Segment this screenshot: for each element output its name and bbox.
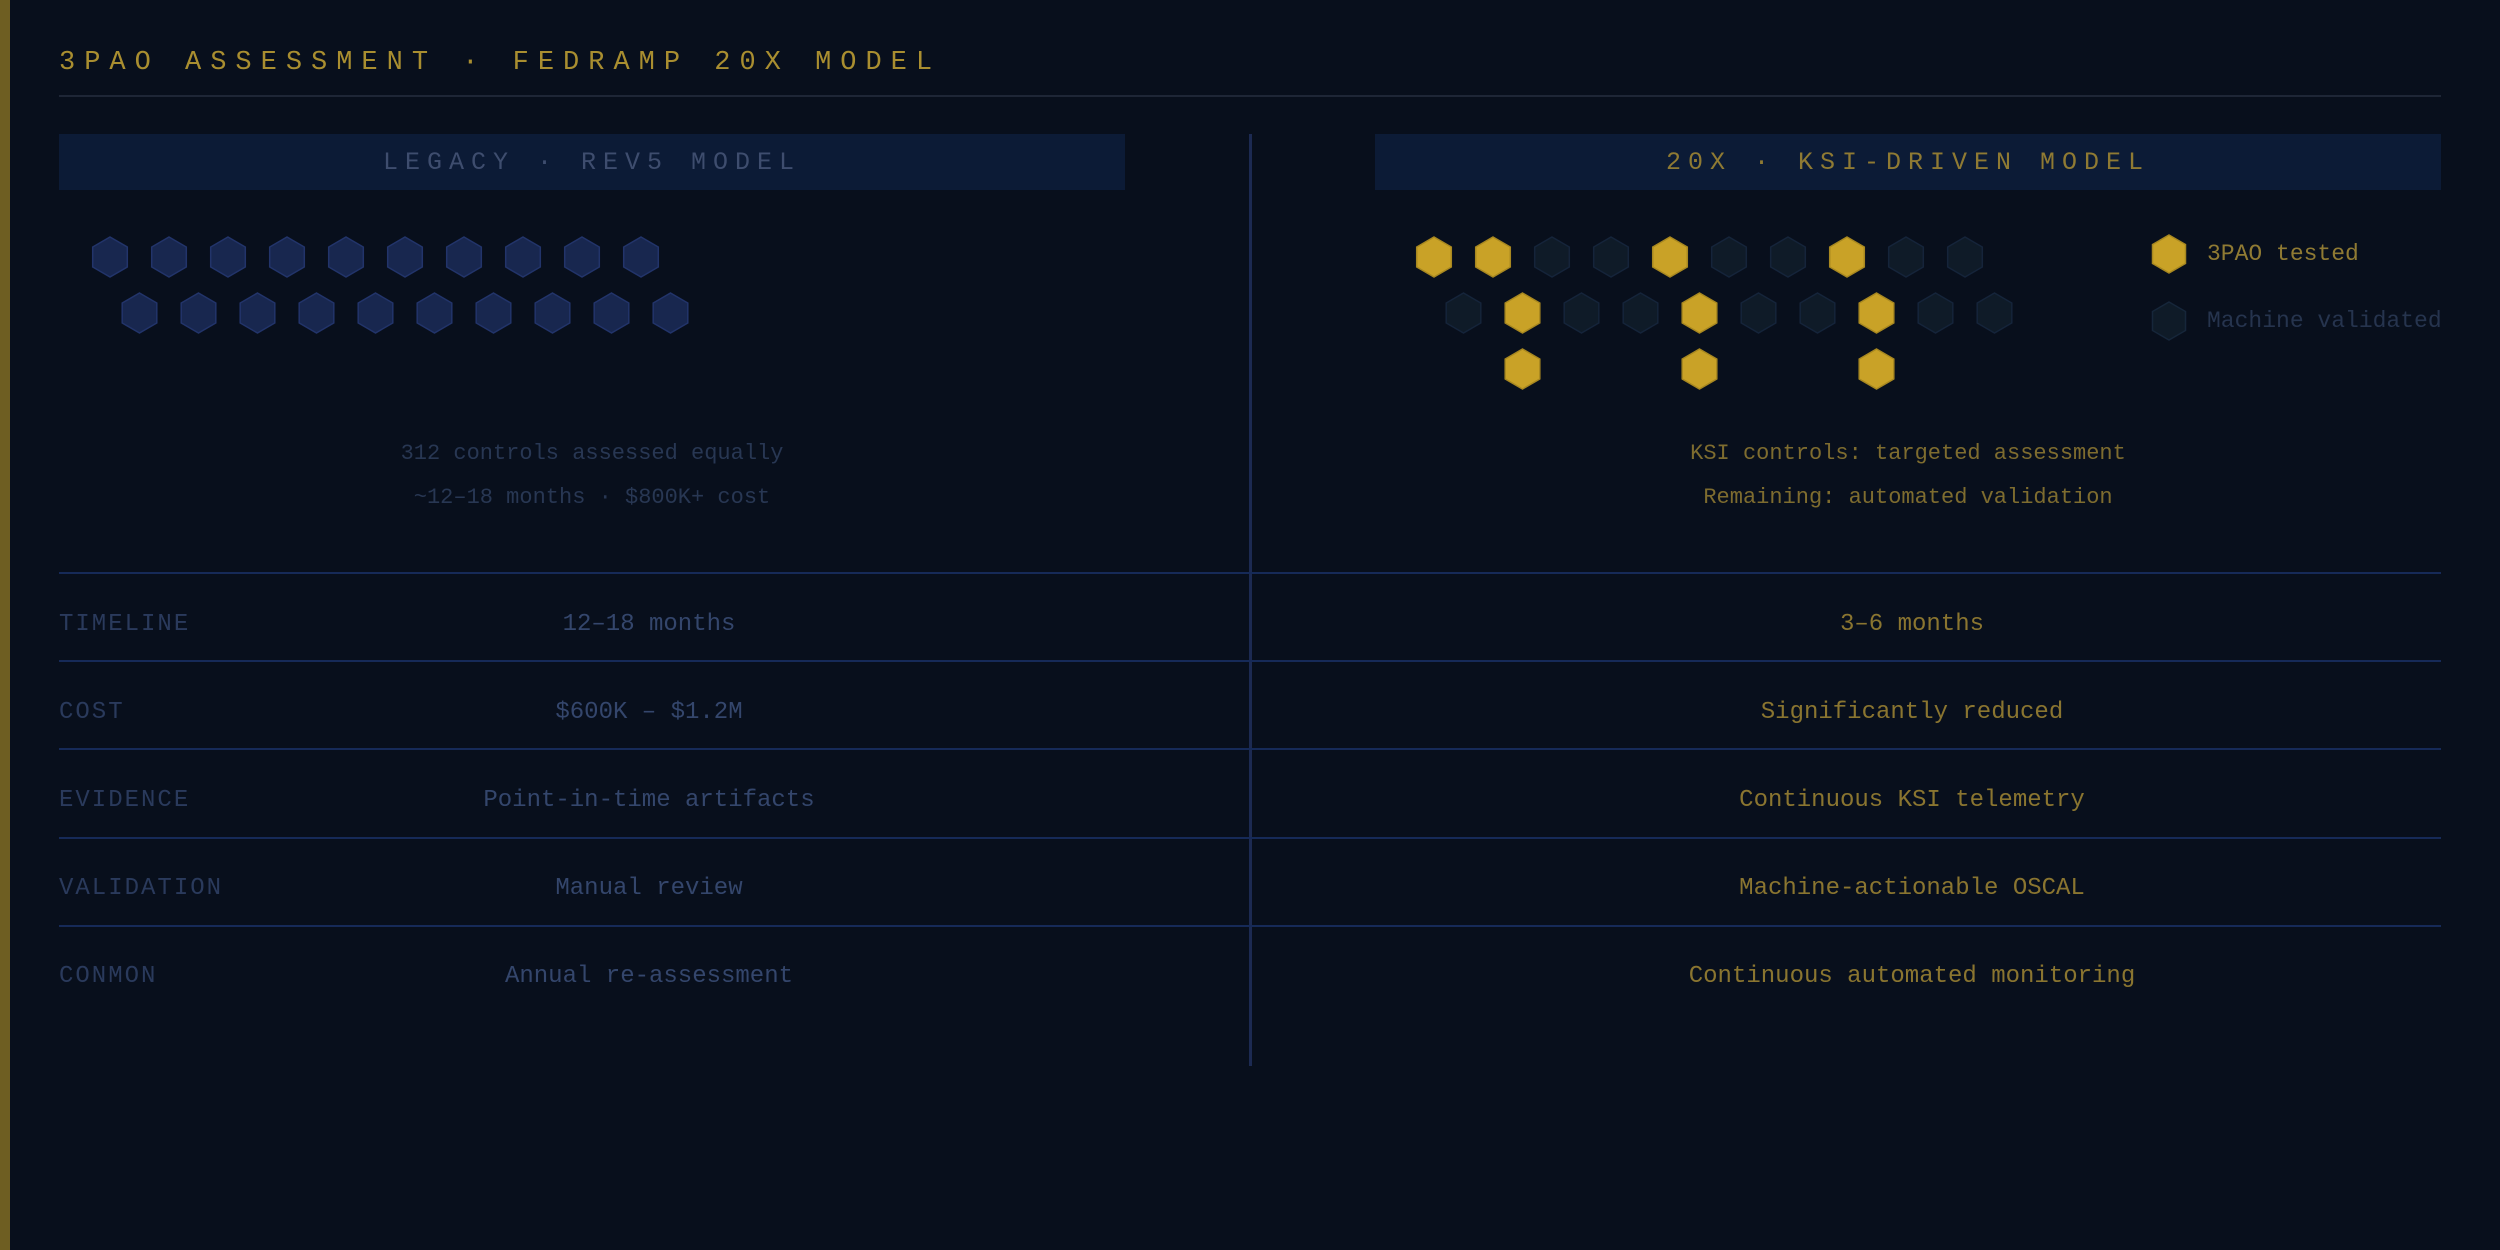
ksi-machine-hex xyxy=(1592,236,1630,278)
comparison-row-conmon: CONMON Annual re-assessment Continuous a… xyxy=(59,934,2441,1020)
legacy-control-hex xyxy=(327,236,365,278)
row-legacy-value: 12–18 months xyxy=(562,611,736,638)
ksi-machine-hex xyxy=(1445,292,1482,334)
row-legacy-value: Point-in-time artifacts xyxy=(483,787,815,814)
legacy-control-hex xyxy=(416,292,453,334)
legacy-control-hex xyxy=(209,236,247,278)
legacy-hex-svg xyxy=(91,236,689,334)
legacy-control-hex xyxy=(475,292,512,334)
legacy-control-hex xyxy=(121,292,158,334)
ksi-machine-hex xyxy=(1769,236,1807,278)
legacy-control-hex xyxy=(268,236,306,278)
ksi-tested-hex xyxy=(1474,236,1512,278)
ksi-machine-hex xyxy=(1710,236,1748,278)
page-title: 3PAO ASSESSMENT · FEDRAMP 20X MODEL xyxy=(59,48,942,78)
ksi-tested-hex xyxy=(1415,236,1453,278)
row-label: EVIDENCE xyxy=(59,787,191,814)
ksi-machine-hex xyxy=(1740,292,1777,334)
ksi-tested-hex xyxy=(1858,348,1895,390)
row-ksi-value: Continuous KSI telemetry xyxy=(1739,787,2085,814)
ksi-machine-hex xyxy=(1563,292,1600,334)
legacy-control-hex xyxy=(298,292,335,334)
title-divider xyxy=(59,95,2441,97)
legacy-caption-controls: 312 controls assessed equally xyxy=(400,441,784,466)
comparison-row-timeline: TIMELINE 12–18 months 3–6 months xyxy=(59,582,2441,668)
row-divider xyxy=(59,660,2441,662)
ksi-tested-hex xyxy=(1858,292,1895,334)
row-divider xyxy=(59,837,2441,839)
legacy-control-hex xyxy=(593,292,630,334)
legacy-control-hex-grid xyxy=(80,230,720,350)
legacy-caption-cost: ~12–18 months · $800K+ cost xyxy=(413,485,771,510)
ksi-tested-hex xyxy=(1681,292,1718,334)
row-label: COST xyxy=(59,699,125,726)
row-label: VALIDATION xyxy=(59,875,224,902)
ksi-panel-header: 20X · KSI-DRIVEN MODEL xyxy=(1375,134,2441,190)
comparison-row-cost: COST $600K – $1.2M Significantly reduced xyxy=(59,670,2441,756)
legend-tested-label: 3PAO tested xyxy=(2207,241,2359,267)
legacy-control-hex xyxy=(91,236,129,278)
ksi-caption-targeted: KSI controls: targeted assessment xyxy=(1690,441,2126,466)
row-label: TIMELINE xyxy=(59,611,191,638)
legend-tested: 3PAO tested xyxy=(2151,233,2359,275)
row-legacy-value: $600K – $1.2M xyxy=(555,699,743,726)
row-ksi-value: Machine-actionable OSCAL xyxy=(1739,875,2085,902)
gold-hex-icon xyxy=(2151,234,2187,274)
row-legacy-value: Annual re-assessment xyxy=(504,963,794,990)
accent-bar xyxy=(0,0,10,1250)
ksi-tested-hex xyxy=(1681,348,1718,390)
ksi-machine-hex xyxy=(1917,292,1954,334)
legacy-control-hex xyxy=(652,292,689,334)
ksi-tested-hex xyxy=(1828,236,1866,278)
row-divider xyxy=(59,572,2441,574)
row-label: CONMON xyxy=(59,963,158,990)
row-ksi-value: Significantly reduced xyxy=(1760,699,2064,726)
legacy-control-hex xyxy=(180,292,217,334)
comparison-row-evidence: EVIDENCE Point-in-time artifacts Continu… xyxy=(59,758,2441,844)
legacy-control-hex xyxy=(563,236,601,278)
row-legacy-value: Manual review xyxy=(555,875,743,902)
row-ksi-value: 3–6 months xyxy=(1839,611,1985,638)
legacy-control-hex xyxy=(534,292,571,334)
ksi-machine-hex xyxy=(1887,236,1925,278)
legacy-control-hex xyxy=(150,236,188,278)
legacy-control-hex xyxy=(357,292,394,334)
ksi-machine-hex xyxy=(1946,236,1984,278)
legend-machine: Machine validated xyxy=(2151,300,2442,342)
legacy-control-hex xyxy=(386,236,424,278)
legacy-control-hex xyxy=(239,292,276,334)
row-divider xyxy=(59,925,2441,927)
ksi-tested-hex xyxy=(1651,236,1689,278)
ksi-machine-hex xyxy=(1976,292,2013,334)
dark-hex-icon xyxy=(2151,301,2187,341)
ksi-tested-hex xyxy=(1504,292,1541,334)
comparison-row-validation: VALIDATION Manual review Machine-actiona… xyxy=(59,846,2441,932)
legacy-control-hex xyxy=(504,236,542,278)
ksi-control-hex-grid xyxy=(1400,230,2040,400)
ksi-machine-hex xyxy=(1799,292,1836,334)
row-divider xyxy=(59,748,2441,750)
legacy-control-hex xyxy=(622,236,660,278)
ksi-hex-svg xyxy=(1415,236,2013,390)
legend-machine-label: Machine validated xyxy=(2207,308,2442,334)
row-ksi-value: Continuous automated monitoring xyxy=(1688,963,2136,990)
ksi-machine-hex xyxy=(1622,292,1659,334)
panel-divider xyxy=(1249,134,1252,1066)
legacy-control-hex xyxy=(445,236,483,278)
ksi-caption-remaining: Remaining: automated validation xyxy=(1703,485,2113,510)
ksi-tested-hex xyxy=(1504,348,1541,390)
legacy-panel-header: LEGACY · REV5 MODEL xyxy=(59,134,1125,190)
ksi-machine-hex xyxy=(1533,236,1571,278)
